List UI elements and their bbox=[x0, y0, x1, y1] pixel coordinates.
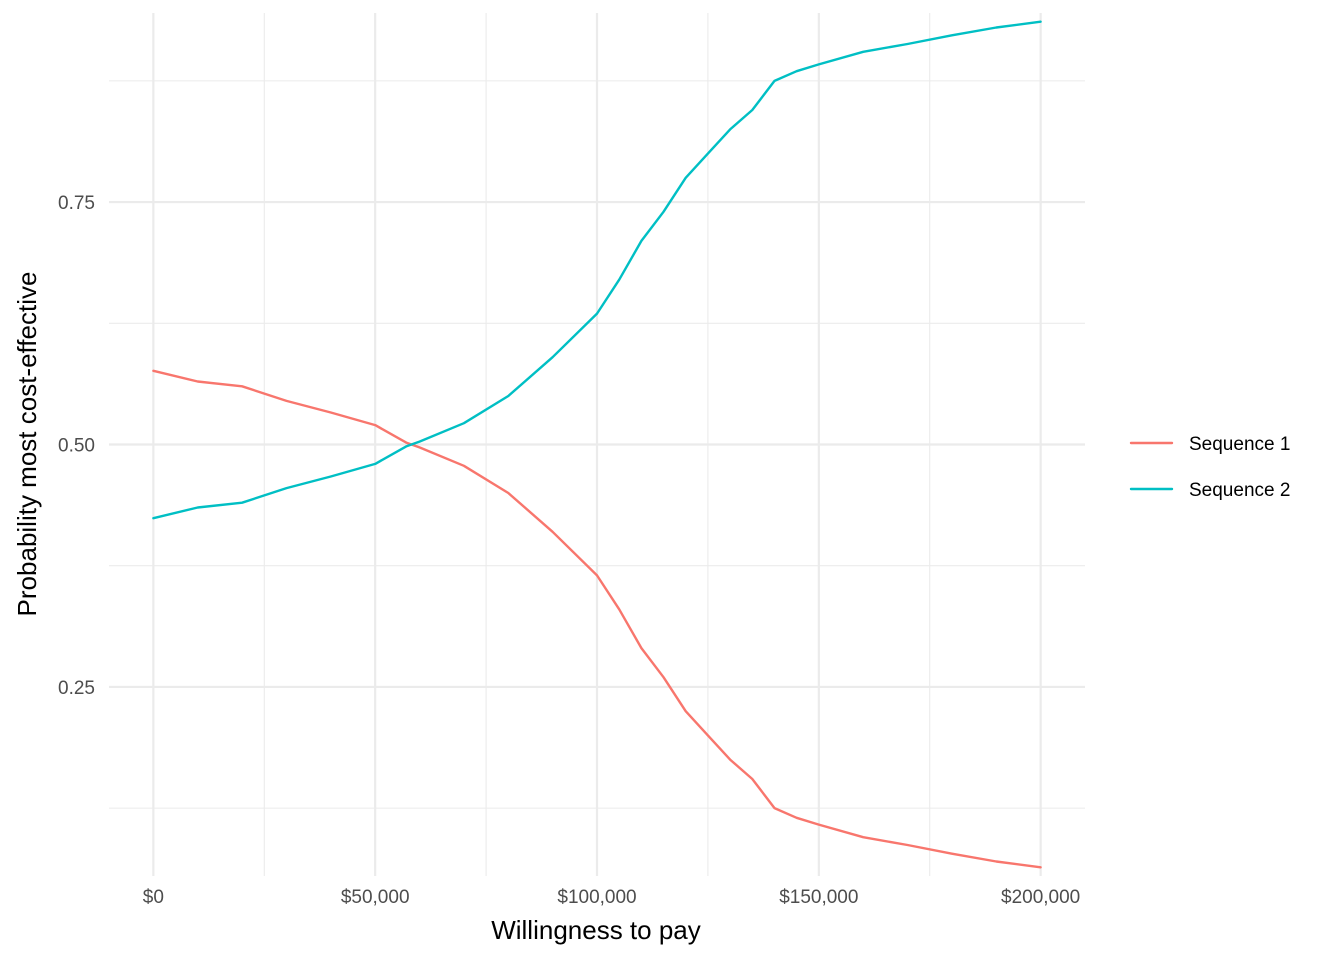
x-axis-ticks: $0 $50,000 $100,000 $150,000 $200,000 bbox=[143, 887, 1080, 908]
x-axis-title: Willingness to pay bbox=[491, 915, 701, 945]
y-tick-label: 0.50 bbox=[58, 436, 95, 457]
series-layer bbox=[152, 20, 1042, 869]
y-tick-label: 0.25 bbox=[58, 678, 95, 699]
series-line-sequence-1 bbox=[152, 369, 1042, 869]
grid bbox=[109, 13, 1085, 876]
x-tick-label: $100,000 bbox=[557, 887, 636, 908]
series-line-sequence-2 bbox=[152, 20, 1042, 520]
y-axis-ticks: 0.25 0.50 0.75 bbox=[58, 193, 95, 699]
legend-label-sequence-2: Sequence 2 bbox=[1189, 480, 1290, 501]
legend: Sequence 1 Sequence 2 bbox=[1129, 434, 1290, 501]
legend-label-sequence-1: Sequence 1 bbox=[1189, 434, 1290, 455]
x-tick-label: $50,000 bbox=[341, 887, 410, 908]
y-axis-title: Probability most cost-effective bbox=[12, 272, 42, 617]
x-tick-label: $200,000 bbox=[1001, 887, 1080, 908]
x-tick-label: $150,000 bbox=[779, 887, 858, 908]
x-tick-label: $0 bbox=[143, 887, 164, 908]
y-tick-label: 0.75 bbox=[58, 193, 95, 214]
